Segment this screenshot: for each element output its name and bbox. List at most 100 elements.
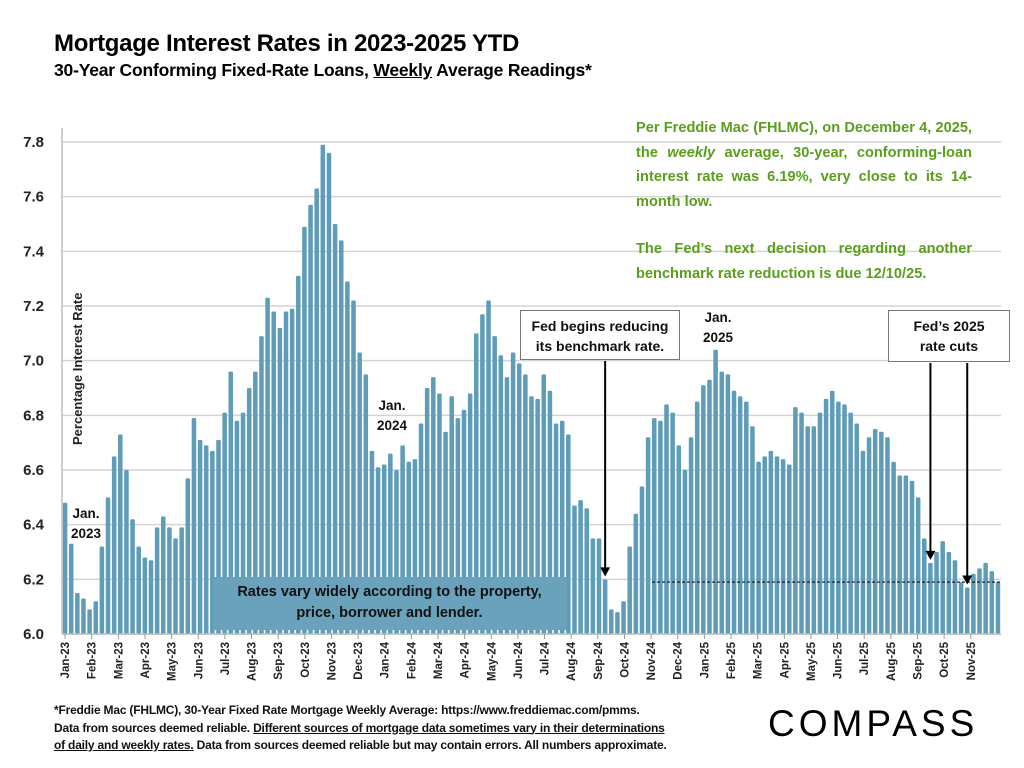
bar: [639, 486, 645, 634]
bar: [799, 412, 804, 634]
bar: [75, 593, 80, 634]
bar: [750, 426, 755, 634]
x-tick-label: Nov-23: [326, 642, 338, 680]
bar: [651, 418, 657, 634]
x-tick-label: Dec-23: [353, 642, 365, 680]
callout-line: Fed’s 2025: [913, 318, 985, 334]
bar: [431, 377, 436, 634]
x-tick-label: Feb-25: [726, 641, 738, 679]
y-tick-label: 6.0: [23, 626, 44, 643]
x-tick-label: Jun-23: [193, 642, 205, 679]
note-text: Per Freddie Mac (FHLMC), on December 4, …: [636, 120, 972, 161]
x-tick-label: Apr-24: [460, 641, 472, 678]
bar: [111, 456, 117, 634]
bar: [326, 152, 332, 634]
y-axis-label: Percentage Interest Rate: [70, 293, 85, 445]
year-annotations: Jan. 2023 Jan. 2024 Jan. 2025: [71, 310, 734, 541]
bar: [615, 612, 620, 634]
bar: [197, 439, 203, 634]
bar: [357, 352, 362, 634]
x-tick-label: Sep-23: [273, 642, 285, 680]
bar: [707, 379, 712, 634]
bar: [480, 314, 485, 634]
bar: [627, 546, 632, 634]
bar: [756, 461, 761, 634]
bar: [713, 349, 718, 634]
compass-logo: COMPASS: [768, 703, 979, 744]
bar: [737, 396, 743, 634]
bar: [897, 475, 903, 634]
bar: [124, 470, 129, 634]
bar: [774, 456, 780, 634]
x-tick-label: Nov-24: [646, 641, 658, 680]
y-tick-labels: 6.0 6.2 6.4 6.6 6.8 7.0 7.2 7.4 7.6 7.8: [23, 134, 45, 643]
bar: [523, 374, 528, 634]
bar: [701, 385, 706, 634]
bar: [529, 396, 534, 634]
y-tick-label: 6.6: [23, 462, 44, 479]
bar: [296, 275, 301, 634]
bar: [903, 475, 909, 634]
arrow-head-icon: [962, 575, 973, 585]
note-paragraph-1: Per Freddie Mac (FHLMC), on December 4, …: [636, 116, 972, 214]
footnote-text: Data from sources deemed reliable but ma…: [193, 738, 667, 752]
bar: [277, 327, 283, 634]
x-tick-label: Sep-24: [593, 641, 605, 679]
year-annotation: Jan.: [72, 506, 99, 521]
x-tick-label: Aug-23: [247, 642, 259, 681]
bar: [694, 401, 700, 634]
footnote-line-1: *Freddie Mac (FHLMC), 30-Year Fixed Rate…: [54, 703, 640, 717]
bar: [995, 582, 1001, 634]
bar: [891, 461, 896, 634]
bar: [621, 601, 626, 634]
arrow-head-icon: [925, 550, 936, 560]
bar: [958, 582, 964, 634]
bar: [572, 505, 577, 634]
bar: [885, 437, 890, 634]
bar: [167, 527, 172, 634]
footnote-underlined: of daily and weekly rates.: [54, 738, 194, 752]
bar: [676, 445, 682, 634]
bar: [872, 429, 878, 634]
bar: [866, 437, 872, 634]
bar: [952, 560, 958, 634]
callout-line: its benchmark rate.: [535, 338, 665, 354]
bar: [879, 431, 884, 634]
x-tick-label: Dec-24: [673, 641, 685, 679]
note-paragraph-2: The Fed’s next decision regarding anothe…: [636, 241, 972, 282]
footnote: *Freddie Mac (FHLMC), 30-Year Fixed Rate…: [54, 702, 667, 755]
bar: [308, 204, 313, 634]
bar: [731, 390, 737, 634]
footnote-line-2: Data from sources deemed reliable. Diffe…: [54, 720, 667, 738]
bar: [786, 464, 792, 634]
note-text-end: average, 30-year, conforming-loan intere…: [636, 144, 972, 210]
bar: [228, 371, 234, 634]
bar: [253, 371, 258, 634]
bar: [510, 352, 516, 634]
bar: [928, 562, 933, 634]
fed-2025-callout: Fed’s 2025 rate cuts: [888, 310, 1010, 362]
bar: [823, 398, 829, 634]
x-tick-label: Jul-23: [220, 642, 232, 675]
x-tick-label: May-24: [486, 641, 498, 681]
bar: [688, 437, 694, 634]
x-tick-label: May-25: [806, 641, 818, 681]
subtitle-underlined: Weekly: [373, 60, 433, 80]
freddie-mac-note: Per Freddie Mac (FHLMC), on December 4, …: [636, 116, 972, 309]
callout-line: Fed begins reducing: [531, 318, 669, 334]
bar: [62, 502, 68, 634]
x-tick-label: Oct-24: [619, 641, 631, 677]
x-tick-label: Feb-24: [406, 641, 418, 679]
bar: [283, 311, 289, 634]
x-tick-label: Jan-25: [699, 641, 711, 678]
bar: [983, 562, 988, 634]
y-tick-label: 7.0: [23, 353, 44, 370]
chart-title: Mortgage Interest Rates in 2023-2025 YTD: [54, 30, 520, 57]
bar: [566, 434, 571, 634]
bar: [725, 374, 731, 634]
bar: [81, 598, 86, 634]
bar: [467, 393, 473, 634]
bar: [793, 407, 798, 634]
year-annotation: Jan.: [704, 310, 731, 325]
